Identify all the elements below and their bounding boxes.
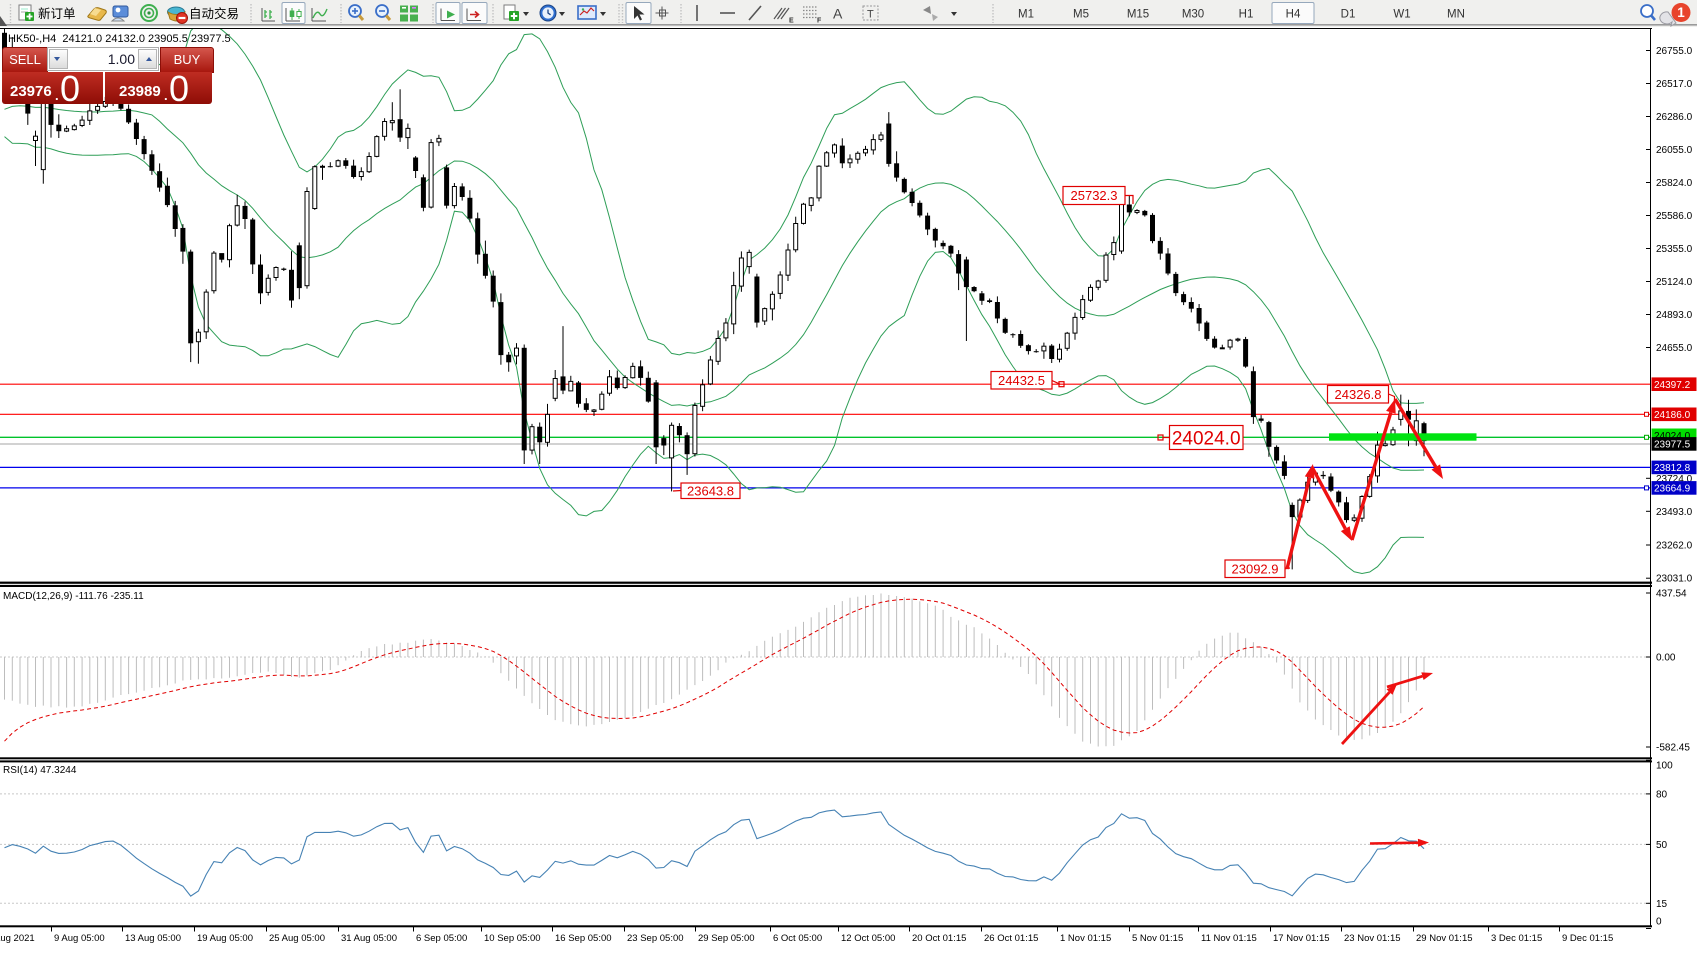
svg-text:9 Dec 01:15: 9 Dec 01:15 [1562,933,1613,944]
svg-text:H1: H1 [1239,9,1254,21]
svg-text:25355.0: 25355.0 [1656,244,1693,255]
svg-text:17 Nov 01:15: 17 Nov 01:15 [1273,933,1330,944]
svg-text:26055.0: 26055.0 [1656,145,1693,156]
svg-text:31 Aug 05:00: 31 Aug 05:00 [341,933,397,944]
svg-text:23 Nov 01:15: 23 Nov 01:15 [1344,933,1401,944]
svg-text:MACD(12,26,9) -111.76 -235.11: MACD(12,26,9) -111.76 -235.11 [3,591,144,602]
svg-text:H4: H4 [1286,9,1301,21]
svg-text:D1: D1 [1341,9,1356,21]
svg-text:9 Aug 05:00: 9 Aug 05:00 [54,933,105,944]
svg-text:25732.3: 25732.3 [1071,188,1118,203]
svg-text:A: A [833,6,843,22]
svg-text:M30: M30 [1182,9,1204,21]
svg-text:50: 50 [1656,840,1668,851]
svg-text:80: 80 [1656,789,1668,800]
svg-text:MN: MN [1447,9,1465,21]
svg-text:24397.2: 24397.2 [1654,380,1691,391]
svg-text:E: E [789,18,794,25]
svg-text:-582.45: -582.45 [1656,743,1690,754]
svg-text:23812.8: 23812.8 [1654,463,1691,474]
svg-text:T: T [867,9,874,21]
svg-text:25586.0: 25586.0 [1656,211,1693,222]
svg-text:24893.0: 24893.0 [1656,310,1693,321]
svg-text:26755.0: 26755.0 [1656,46,1693,57]
svg-text:自动交易: 自动交易 [189,6,239,21]
svg-text:24326.8: 24326.8 [1335,387,1382,402]
svg-text:23724.0: 23724.0 [1656,474,1693,485]
svg-text:24024.0: 24024.0 [1172,428,1241,449]
svg-text:24655.0: 24655.0 [1656,343,1693,354]
svg-text:6 Oct 05:00: 6 Oct 05:00 [773,933,822,944]
svg-text:25 Aug 05:00: 25 Aug 05:00 [269,933,325,944]
svg-text:23493.0: 23493.0 [1656,507,1693,518]
svg-text:M5: M5 [1073,9,1089,21]
svg-text:23031.0: 23031.0 [1656,574,1693,585]
svg-text:HK50-,H4 24121.0 24132.0 2390: HK50-,H4 24121.0 24132.0 23905.5 23977.5 [8,33,231,45]
svg-text:10 Sep 05:00: 10 Sep 05:00 [484,933,541,944]
svg-text:M15: M15 [1127,9,1149,21]
svg-text:24186.0: 24186.0 [1654,410,1691,421]
svg-text:23664.9: 23664.9 [1654,484,1691,495]
svg-text:M1: M1 [1018,9,1034,21]
svg-text:11 Nov 01:15: 11 Nov 01:15 [1201,933,1257,944]
svg-text:12 Oct 05:00: 12 Oct 05:00 [841,933,895,944]
svg-text:5 Nov 01:15: 5 Nov 01:15 [1132,933,1183,944]
svg-text:26517.0: 26517.0 [1656,79,1693,90]
svg-text:23 Sep 05:00: 23 Sep 05:00 [627,933,684,944]
svg-text:新订单: 新订单 [38,6,76,21]
svg-text:437.54: 437.54 [1656,589,1687,600]
svg-text:100: 100 [1656,761,1673,772]
svg-text:26 Oct 01:15: 26 Oct 01:15 [984,933,1038,944]
svg-text:26286.0: 26286.0 [1656,112,1693,123]
svg-text:24024.0: 24024.0 [1654,431,1691,442]
svg-text:0.00: 0.00 [1656,653,1676,664]
svg-text:16 Sep 05:00: 16 Sep 05:00 [555,933,612,944]
svg-text:29 Nov 01:15: 29 Nov 01:15 [1416,933,1473,944]
svg-text:13 Aug 05:00: 13 Aug 05:00 [125,933,181,944]
svg-text:25124.0: 25124.0 [1656,277,1693,288]
svg-text:29 Sep 05:00: 29 Sep 05:00 [698,933,755,944]
svg-text:23643.8: 23643.8 [687,483,734,498]
svg-text:25824.0: 25824.0 [1656,178,1693,189]
svg-text:24432.5: 24432.5 [998,373,1045,388]
svg-text:Aug 2021: Aug 2021 [0,933,35,944]
svg-text:23092.9: 23092.9 [1232,561,1279,576]
svg-text:1 Nov 01:15: 1 Nov 01:15 [1060,933,1111,944]
svg-text:19 Aug 05:00: 19 Aug 05:00 [197,933,253,944]
svg-text:RSI(14) 47.3244: RSI(14) 47.3244 [3,765,77,776]
svg-text:6 Sep 05:00: 6 Sep 05:00 [416,933,467,944]
svg-text:15: 15 [1656,899,1668,910]
svg-text:F: F [817,18,822,25]
svg-text:23977.5: 23977.5 [1654,440,1691,451]
svg-text:W1: W1 [1393,9,1410,21]
svg-text:1: 1 [1677,5,1685,20]
svg-text:23262.0: 23262.0 [1656,541,1693,552]
svg-text:3 Dec 01:15: 3 Dec 01:15 [1491,933,1542,944]
svg-text:20 Oct 01:15: 20 Oct 01:15 [912,933,966,944]
svg-text:0: 0 [1656,917,1662,928]
